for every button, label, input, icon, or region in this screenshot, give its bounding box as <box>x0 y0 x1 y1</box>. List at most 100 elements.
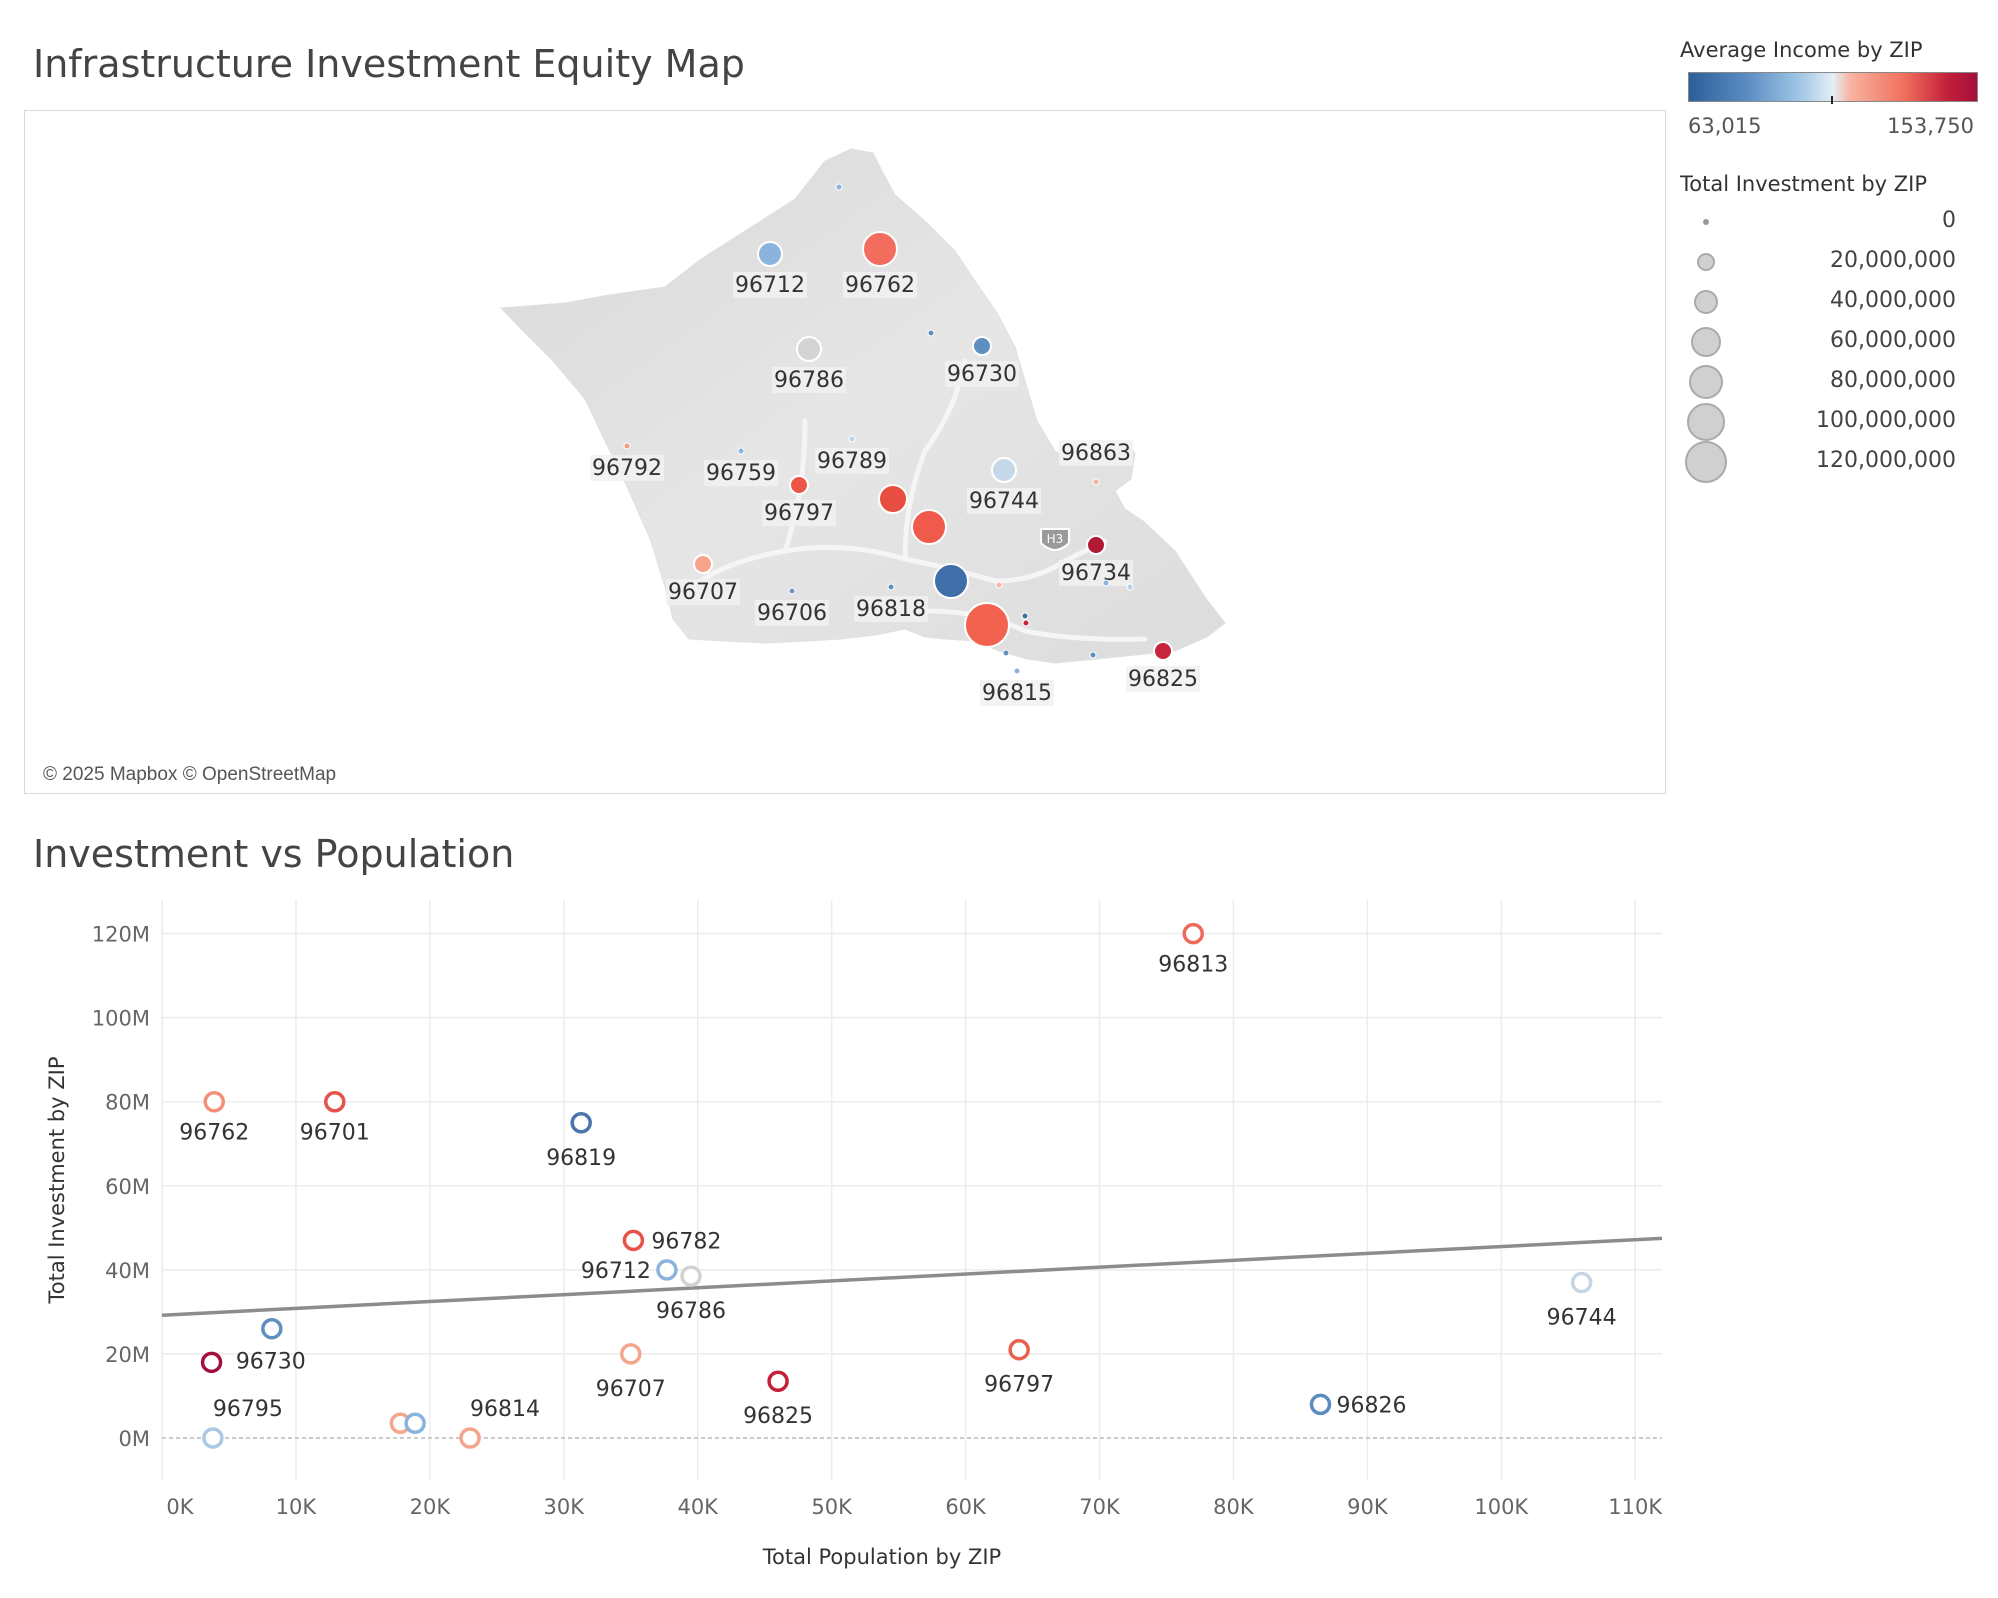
scatter-point[interactable] <box>200 1351 223 1374</box>
scatter-point[interactable] <box>620 1343 642 1365</box>
map-marker[interactable] <box>835 183 843 191</box>
point-label: 96826 <box>1336 1393 1406 1418</box>
map-zip-label: 96818 <box>856 597 926 622</box>
point-label: 96814 <box>470 1397 540 1422</box>
scatter-point[interactable] <box>767 1370 789 1392</box>
investment-size-item: 40,000,000 <box>1684 284 1956 320</box>
size-label: 80,000,000 <box>1830 368 1956 393</box>
map-marker[interactable] <box>1002 649 1010 657</box>
point-label: 96813 <box>1158 953 1228 978</box>
investment-size-item: 60,000,000 <box>1684 324 1956 360</box>
scatter-point[interactable] <box>656 1259 678 1281</box>
scatter-title: Investment vs Population <box>33 832 515 876</box>
point-label: 96744 <box>1547 1305 1617 1330</box>
point-label: 96762 <box>179 1121 249 1146</box>
map-marker[interactable] <box>1089 651 1097 659</box>
scatter-point[interactable] <box>203 1090 225 1113</box>
income-max-label: 153,750 <box>1887 114 1974 138</box>
map-marker[interactable] <box>911 509 947 545</box>
map-zip-label: 96815 <box>982 681 1052 706</box>
x-tick-label: 50K <box>811 1495 853 1519</box>
scatter-point[interactable] <box>1008 1338 1030 1361</box>
y-tick-label: 100M <box>92 1007 150 1031</box>
map-marker[interactable] <box>1022 619 1030 627</box>
scatter-point[interactable] <box>1182 922 1204 945</box>
map-title: Infrastructure Investment Equity Map <box>33 42 745 86</box>
scatter-point[interactable] <box>202 1427 224 1449</box>
investment-size-item: 100,000,000 <box>1684 403 1956 441</box>
map-marker[interactable] <box>964 602 1010 648</box>
map-marker[interactable] <box>887 583 895 591</box>
map-marker[interactable] <box>848 435 856 443</box>
size-swatch <box>1687 403 1725 441</box>
scatter-point[interactable] <box>261 1317 283 1340</box>
map-markers[interactable]: 96712 96762 96786 96730 96792 96759 96789 96797… <box>590 183 1200 706</box>
map-panel[interactable]: H3 96712 96762 96786 96730 96792 96759 96789 96… <box>24 110 1666 794</box>
x-tick-label: 30K <box>544 1495 586 1519</box>
y-tick-label: 0M <box>119 1427 150 1451</box>
map-marker[interactable] <box>1021 612 1029 620</box>
map-label-background <box>815 448 889 474</box>
map-label-background <box>854 596 928 622</box>
scatter-point[interactable] <box>1309 1393 1332 1416</box>
map-attribution[interactable]: © 2025 Mapbox © OpenStreetMap <box>39 763 341 787</box>
map-label-background <box>772 367 846 393</box>
map-marker[interactable] <box>1153 641 1173 661</box>
trend-line[interactable] <box>161 1236 1663 1317</box>
map-zip-label: 96797 <box>764 501 834 526</box>
y-tick-label: 40M <box>105 1259 150 1283</box>
map-marker[interactable] <box>972 336 992 356</box>
map-marker[interactable] <box>693 554 713 574</box>
point-label: 96730 <box>236 1350 306 1375</box>
scatter-point[interactable] <box>1570 1271 1593 1294</box>
map-marker[interactable] <box>878 484 908 514</box>
x-tick-label: 20K <box>410 1495 452 1519</box>
map-label-background <box>733 272 807 298</box>
scatter-chart[interactable]: 0K 10K 20K 30K 40K 50K 60K 70K 80K 90K 100K 110K 0M 2… <box>0 880 1998 1598</box>
point-label: 96786 <box>656 1299 726 1324</box>
map-label-background <box>755 600 829 626</box>
size-label: 0 <box>1942 208 1956 233</box>
map-marker[interactable] <box>623 442 631 450</box>
scatter-point[interactable] <box>404 1412 426 1435</box>
map-marker[interactable] <box>788 587 796 595</box>
map-marker[interactable] <box>1086 535 1106 555</box>
map-marker[interactable] <box>1092 478 1100 486</box>
map-marker[interactable] <box>789 475 809 495</box>
map-marker[interactable] <box>927 329 935 337</box>
map-zip-label: 96734 <box>1061 561 1131 586</box>
map-marker[interactable] <box>1013 667 1021 675</box>
map-marker[interactable] <box>995 581 1003 589</box>
map-marker[interactable] <box>1126 583 1134 591</box>
map-zip-label: 96706 <box>757 601 827 626</box>
income-legend-title: Average Income by ZIP <box>1680 38 1923 62</box>
size-label: 60,000,000 <box>1830 328 1956 353</box>
map-marker[interactable] <box>933 563 969 599</box>
map-marker[interactable] <box>757 241 783 267</box>
map-label-background <box>843 272 917 298</box>
map-marker[interactable] <box>796 336 822 362</box>
map-marker[interactable] <box>1102 579 1110 587</box>
map-label-background <box>590 455 664 481</box>
x-tick-label: 70K <box>1079 1495 1121 1519</box>
x-tick-label: 80K <box>1213 1495 1255 1519</box>
investment-size-item: 80,000,000 <box>1684 364 1956 400</box>
map-zip-label: 96707 <box>668 580 738 605</box>
y-tick-label: 20M <box>105 1343 150 1367</box>
map-label-background <box>1059 440 1133 466</box>
map-marker[interactable] <box>737 447 745 455</box>
x-tick-label: 90K <box>1347 1495 1389 1519</box>
scatter-point[interactable] <box>324 1090 346 1113</box>
map-marker[interactable] <box>862 231 898 267</box>
size-swatch <box>1694 290 1718 314</box>
svg-text:H3: H3 <box>1047 532 1064 546</box>
point-label: 96795 <box>213 1397 283 1422</box>
scatter-point[interactable] <box>459 1427 481 1449</box>
scatter-point[interactable] <box>680 1265 702 1287</box>
scatter-point[interactable] <box>570 1112 592 1134</box>
size-swatch <box>1691 327 1721 357</box>
map-marker[interactable] <box>991 457 1017 483</box>
scatter-point[interactable] <box>622 1229 645 1252</box>
